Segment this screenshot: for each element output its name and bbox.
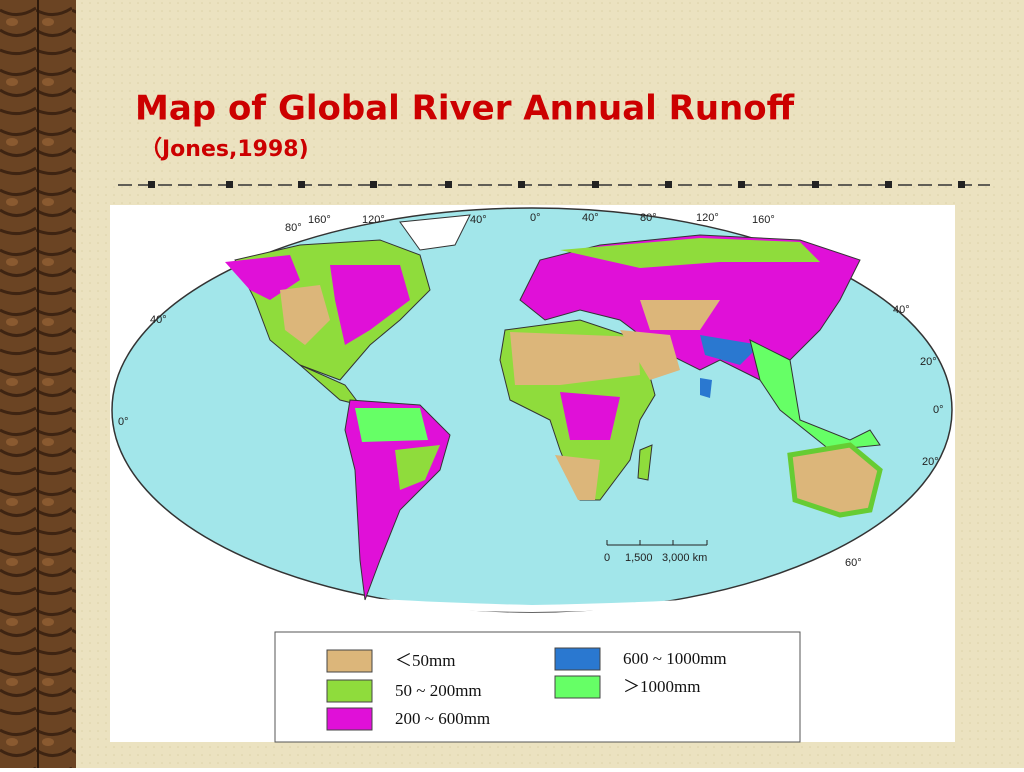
legend-swatch: [326, 707, 373, 731]
legend: ＜50mm 50 ~ 200mm 200 ~ 600mm 600 ~ 1000mm ＞1…: [326, 647, 727, 731]
divider: [118, 181, 990, 188]
lon-label: 40°: [582, 212, 599, 224]
lon-label: 40°: [470, 214, 487, 226]
legend-swatch: [326, 649, 373, 673]
lat-label: 20°: [920, 356, 937, 368]
lon-label: 80°: [285, 222, 302, 234]
legend-label: 200 ~ 600mm: [395, 709, 490, 728]
legend-swatch: [554, 675, 601, 699]
world-map: [111, 207, 953, 613]
legend-label: 600 ~ 1000mm: [623, 649, 727, 668]
map-labels: 80° 160° 120° 40° 0° 40° 80° 120° 160° 4…: [118, 212, 944, 569]
lat-label: 40°: [893, 304, 910, 316]
title: Map of Global River Annual Runoff: [135, 89, 795, 129]
lon-label: 120°: [696, 212, 719, 224]
lat-label: 60°: [845, 557, 862, 569]
subtitle: （Jones,1998): [140, 137, 309, 162]
lat-label: 20°: [922, 456, 939, 468]
scale-label: 0: [604, 552, 610, 564]
lat-label: 0°: [118, 416, 129, 428]
lon-label: 0°: [530, 212, 541, 224]
legend-label: ＜50mm: [395, 651, 455, 670]
scale-label: 1,500: [625, 552, 653, 564]
lon-label: 160°: [752, 214, 775, 226]
lat-label: 40°: [150, 314, 167, 326]
lon-label: 160°: [308, 214, 331, 226]
lat-label: 0°: [933, 404, 944, 416]
legend-swatch: [326, 679, 373, 703]
lon-label: 80°: [640, 212, 657, 224]
legend-label: ＞1000mm: [623, 677, 700, 696]
lon-label: 120°: [362, 214, 385, 226]
legend-swatch: [554, 647, 601, 671]
legend-label: 50 ~ 200mm: [395, 681, 482, 700]
scale-label: 3,000 km: [662, 552, 707, 564]
